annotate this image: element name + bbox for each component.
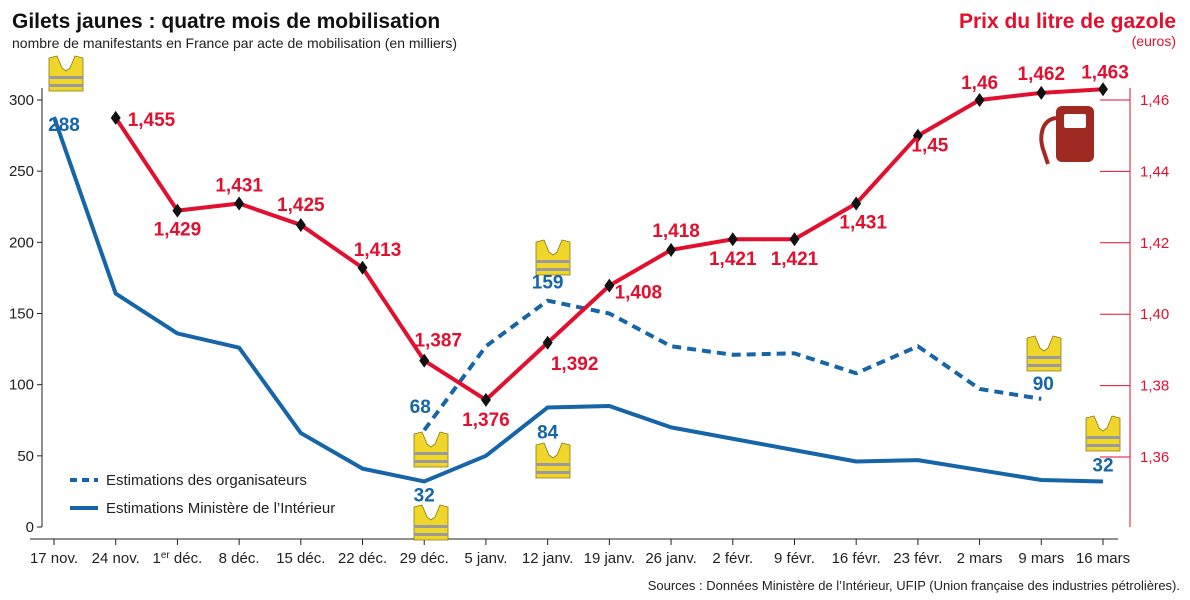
data-label: 32 xyxy=(1092,455,1113,476)
series-line-ministere xyxy=(52,116,1104,484)
x-tick-label: 16 févr. xyxy=(832,550,881,567)
x-tick-label: 5 janv. xyxy=(464,550,507,567)
x-tick-label: 9 mars xyxy=(1018,550,1064,567)
yellow-vest-icon xyxy=(1085,415,1121,452)
data-label: 1,408 xyxy=(615,283,663,304)
yellow-vest-icon xyxy=(413,504,449,541)
data-label: 1,421 xyxy=(709,249,757,270)
gazole-point-marker xyxy=(234,196,245,211)
data-label: 68 xyxy=(410,397,431,418)
x-tick-label: 8 déc. xyxy=(219,550,260,567)
data-label: 84 xyxy=(537,422,559,443)
left-tick-label: 300 xyxy=(9,92,34,109)
x-tick-label: 17 nov. xyxy=(30,550,78,567)
data-label: 90 xyxy=(1033,374,1054,395)
data-label: 1,463 xyxy=(1081,62,1129,83)
series-line-gazole xyxy=(114,87,1104,402)
left-tick-label: 50 xyxy=(17,448,34,465)
yellow-vest-icon xyxy=(1026,335,1062,372)
chart-title: Gilets jaunes : quatre mois de mobilisat… xyxy=(12,10,440,33)
data-label: 1,45 xyxy=(911,136,948,157)
fuel-price-unit: (euros) xyxy=(1132,33,1176,49)
data-labels-layer: 288 32 84 32 68 159 90 1,455 1,429 1,431 1,425 1,41… xyxy=(48,62,1129,506)
x-tick-label: 26 janv. xyxy=(645,550,696,567)
data-label: 1,455 xyxy=(128,110,176,131)
gazole-point-marker xyxy=(172,203,183,218)
yellow-vest-icon xyxy=(413,431,449,468)
chart-subtitle: nombre de manifestants en France par act… xyxy=(12,35,457,51)
gazole-point-marker xyxy=(542,335,553,350)
data-label: 1,392 xyxy=(551,354,599,375)
fuel-pump-icon xyxy=(1039,106,1094,165)
x-tick-label: 24 nov. xyxy=(92,550,140,567)
gazole-point-marker xyxy=(110,110,121,125)
right-tick-label: 1,40 xyxy=(1140,306,1169,323)
data-label: 159 xyxy=(532,273,564,294)
x-tick-label: 22 déc. xyxy=(338,550,387,567)
legend-label-organisateurs: Estimations des organisateurs xyxy=(106,472,307,489)
data-label: 1,431 xyxy=(215,176,263,197)
data-label: 1,376 xyxy=(462,410,510,431)
source-note: Sources : Données Ministère de l’Intérie… xyxy=(648,578,1180,593)
gazole-point-marker xyxy=(295,217,306,232)
left-tick-label: 150 xyxy=(9,306,34,323)
left-tick-label: 100 xyxy=(9,377,34,394)
right-tick-label: 1,44 xyxy=(1140,163,1169,180)
x-tick-label: 2 mars xyxy=(957,550,1003,567)
fuel-price-title: Prix du litre de gazole xyxy=(959,10,1176,33)
decorative-icons xyxy=(48,55,1121,541)
series-line-organisateurs xyxy=(422,298,1042,432)
data-label: 1,413 xyxy=(354,240,402,261)
left-axis: 0 50 100 150 200 250 300 xyxy=(9,88,43,536)
data-label: 1,431 xyxy=(839,213,887,234)
right-tick-label: 1,42 xyxy=(1140,235,1169,252)
x-tick-label: 15 déc. xyxy=(276,550,325,567)
right-tick-label: 1,46 xyxy=(1140,92,1169,109)
legend: Estimations des organisateurs Estimation… xyxy=(70,472,335,517)
gazole-point-marker xyxy=(727,232,738,247)
data-label: 1,46 xyxy=(961,73,998,94)
x-tick-label: 9 févr. xyxy=(774,550,815,567)
yellow-vest-icon xyxy=(535,239,571,276)
data-label: 1,387 xyxy=(414,331,462,352)
left-tick-label: 0 xyxy=(26,519,34,536)
x-tick-label: 12 janv. xyxy=(522,550,573,567)
x-tick-label: 29 déc. xyxy=(400,550,449,567)
x-tick-label: 23 févr. xyxy=(893,550,942,567)
x-tick-label: 2 févr. xyxy=(712,550,753,567)
data-label: 1,421 xyxy=(771,249,819,270)
yellow-vest-icon xyxy=(48,55,84,92)
gazole-point-marker xyxy=(1036,85,1047,100)
x-tick-label: 1er déc. xyxy=(153,550,203,568)
series-layer xyxy=(52,82,1108,484)
gazole-point-marker xyxy=(604,278,615,293)
data-label: 1,418 xyxy=(652,221,700,242)
data-label: 288 xyxy=(48,115,80,136)
right-tick-label: 1,38 xyxy=(1140,378,1169,395)
left-tick-label: 200 xyxy=(9,234,34,251)
right-axis: 1,36 1,38 1,40 1,42 1,44 1,46 xyxy=(1100,88,1169,527)
data-label: 32 xyxy=(414,485,435,506)
left-tick-label: 250 xyxy=(9,163,34,180)
gazole-point-marker xyxy=(480,392,491,407)
legend-label-ministere: Estimations Ministère de l’Intérieur xyxy=(106,500,335,517)
yellow-vest-icon xyxy=(535,442,571,479)
gazole-point-marker xyxy=(666,242,677,257)
data-label: 1,425 xyxy=(277,195,325,216)
gazole-point-marker xyxy=(357,260,368,275)
right-tick-label: 1,36 xyxy=(1140,449,1169,466)
x-axis: 17 nov. 24 nov. 1er déc. 8 déc. 15 déc. 22 dé… xyxy=(30,538,1130,568)
gazole-point-marker xyxy=(1098,82,1108,97)
data-label: 1,462 xyxy=(1018,64,1066,85)
x-tick-label: 19 janv. xyxy=(584,550,635,567)
gazole-point-marker xyxy=(419,353,430,368)
gazole-point-marker xyxy=(974,93,985,107)
gazole-point-marker xyxy=(789,232,800,247)
gazole-point-marker xyxy=(912,128,923,143)
gazole-point-marker xyxy=(851,196,862,211)
data-label: 1,429 xyxy=(154,220,202,241)
x-tick-label: 16 mars xyxy=(1076,550,1130,567)
